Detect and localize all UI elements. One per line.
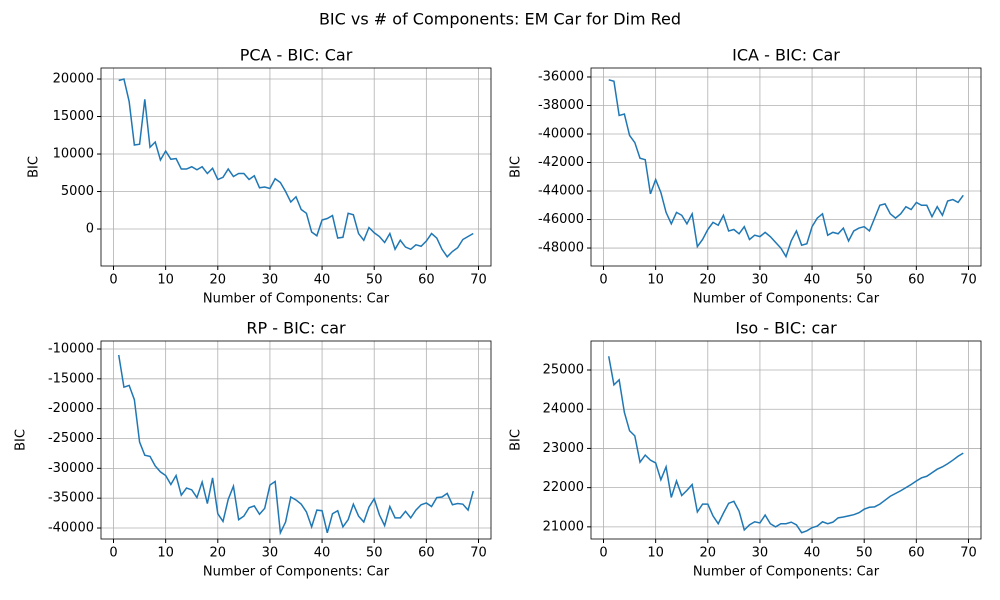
- x-tick-label: 70: [470, 546, 487, 561]
- x-tick-label: 50: [366, 273, 383, 288]
- x-tick-label: 40: [804, 273, 821, 288]
- x-tick-label: 70: [470, 273, 487, 288]
- y-tick-label: 21000: [543, 519, 584, 534]
- y-tick-label: -30000: [48, 461, 94, 476]
- x-tick-label: 10: [157, 273, 174, 288]
- y-tick-label: 23000: [543, 441, 584, 456]
- y-tick-label: -40000: [538, 127, 584, 142]
- x-tick-label: 0: [109, 273, 117, 288]
- x-tick-label: 20: [210, 546, 227, 561]
- x-tick-label: 70: [960, 273, 977, 288]
- x-tick-label: 50: [366, 546, 383, 561]
- x-tick-label: 40: [314, 546, 331, 561]
- x-tick-label: 60: [908, 546, 925, 561]
- y-axis-label: BIC: [509, 156, 524, 178]
- data-line: [117, 354, 474, 536]
- figure-title: BIC vs # of Components: EM Car for Dim R…: [319, 10, 681, 29]
- x-tick-label: 0: [599, 546, 607, 561]
- x-tick-label: 30: [262, 546, 279, 561]
- y-tick-label: 5000: [61, 184, 94, 199]
- x-tick-label: 60: [418, 273, 435, 288]
- y-tick-label: -36000: [538, 69, 584, 84]
- x-tick-label: 60: [908, 273, 925, 288]
- x-tick-label: 40: [314, 273, 331, 288]
- x-tick-label: 30: [752, 273, 769, 288]
- axes-frame: [590, 67, 982, 267]
- x-tick-label: 20: [700, 546, 717, 561]
- subplot-title: Iso - BIC: car: [735, 319, 837, 338]
- subplot-title: PCA - BIC: Car: [240, 46, 353, 65]
- y-tick-label: -10000: [48, 341, 94, 356]
- y-tick-label: 22000: [543, 480, 584, 495]
- y-tick-label: 24000: [543, 402, 584, 417]
- data-line: [118, 78, 474, 258]
- y-tick-label: -25000: [48, 431, 94, 446]
- y-axis-label: BIC: [27, 156, 42, 178]
- y-tick-label: 10000: [53, 147, 94, 162]
- x-axis-label: Number of Components: Car: [693, 565, 880, 580]
- y-tick-label: -35000: [48, 491, 94, 506]
- x-tick-label: 70: [960, 546, 977, 561]
- y-tick-label: -20000: [48, 401, 94, 416]
- x-tick-label: 0: [599, 273, 607, 288]
- y-tick-label: -15000: [48, 371, 94, 386]
- y-tick-label: -42000: [538, 155, 584, 170]
- x-tick-label: 50: [856, 546, 873, 561]
- y-tick-label: 0: [86, 222, 94, 237]
- data-line: [608, 79, 964, 259]
- x-tick-label: 40: [804, 546, 821, 561]
- axes-frame: [100, 67, 492, 267]
- y-tick-label: 20000: [53, 72, 94, 87]
- y-axis-label: BIC: [509, 429, 524, 451]
- x-axis-label: Number of Components: Car: [203, 565, 390, 580]
- x-tick-label: 20: [210, 273, 227, 288]
- subplot-title: ICA - BIC: Car: [732, 46, 840, 65]
- y-tick-label: -44000: [538, 184, 584, 199]
- subplot-title: RP - BIC: car: [246, 319, 346, 338]
- y-tick-label: 15000: [53, 109, 94, 124]
- x-axis-label: Number of Components: Car: [693, 292, 880, 307]
- data-line: [607, 356, 964, 534]
- x-tick-label: 10: [647, 273, 664, 288]
- x-tick-label: 0: [109, 546, 117, 561]
- axes-frame: [590, 340, 982, 540]
- x-tick-label: 50: [856, 273, 873, 288]
- y-tick-label: -46000: [538, 212, 584, 227]
- y-tick-label: -38000: [538, 98, 584, 113]
- x-tick-label: 30: [752, 546, 769, 561]
- x-tick-label: 60: [418, 546, 435, 561]
- axes-frame: [100, 340, 492, 540]
- y-tick-label: 25000: [543, 363, 584, 378]
- x-tick-label: 10: [647, 546, 664, 561]
- y-tick-label: -40000: [48, 521, 94, 536]
- x-tick-label: 20: [700, 273, 717, 288]
- y-axis-label: BIC: [14, 429, 29, 451]
- x-tick-label: 30: [262, 273, 279, 288]
- y-tick-label: -48000: [538, 241, 584, 256]
- x-axis-label: Number of Components: Car: [203, 292, 390, 307]
- x-tick-label: 10: [157, 546, 174, 561]
